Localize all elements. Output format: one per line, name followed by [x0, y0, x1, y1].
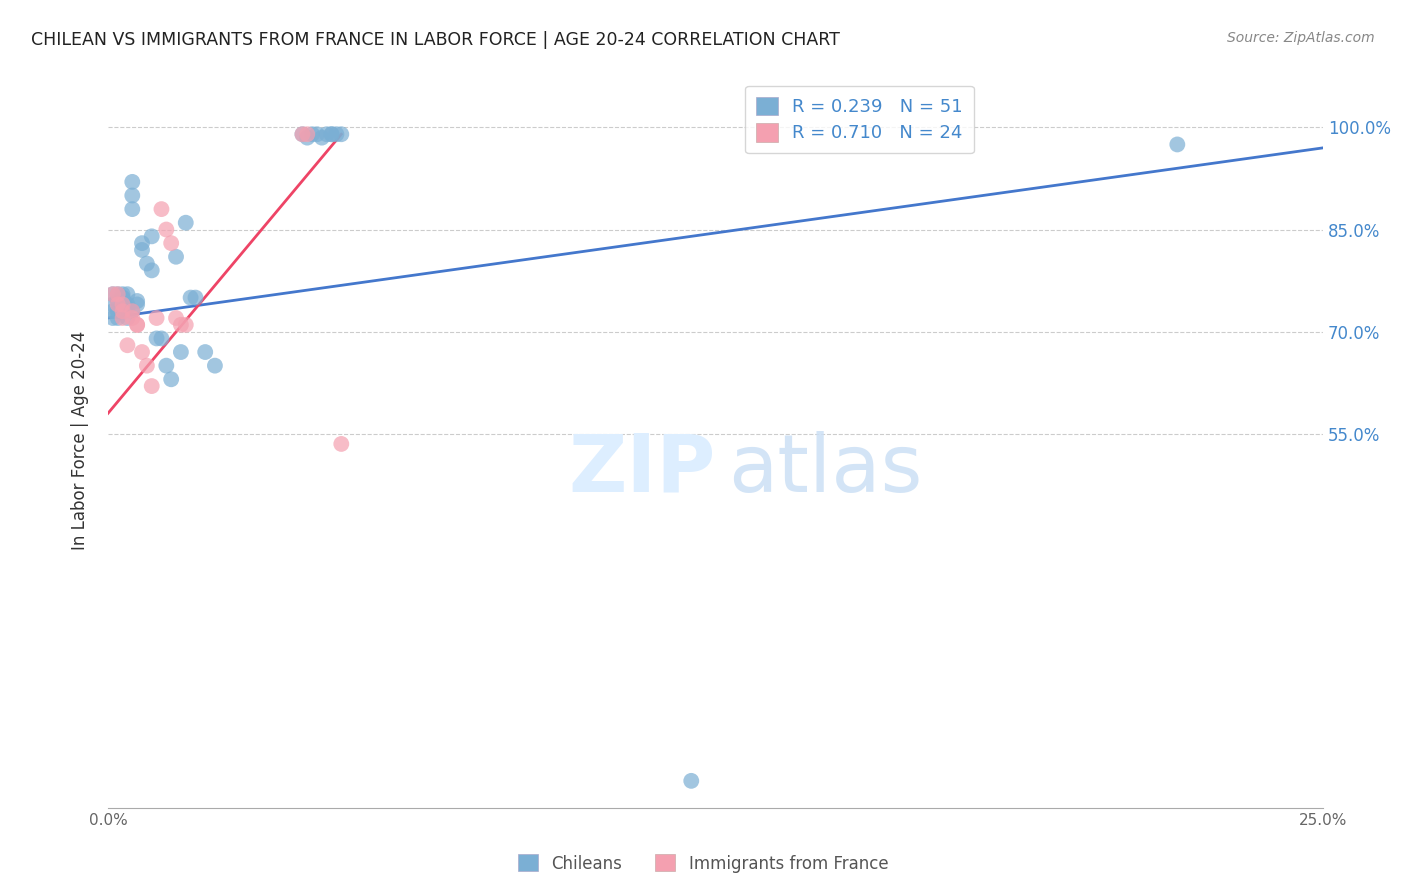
- Point: [150, 331, 173, 345]
- Point: [315, 127, 337, 141]
- Point: [107, 293, 129, 308]
- Point: [107, 304, 129, 318]
- Point: [160, 372, 183, 386]
- Point: [135, 256, 157, 270]
- Point: [155, 222, 177, 236]
- Point: [297, 127, 319, 141]
- Point: [174, 216, 197, 230]
- Point: [111, 297, 134, 311]
- Point: [117, 311, 139, 326]
- Point: [101, 287, 124, 301]
- Point: [184, 291, 207, 305]
- Point: [330, 437, 353, 451]
- Point: [141, 263, 163, 277]
- Point: [121, 175, 143, 189]
- Point: [325, 127, 347, 141]
- Point: [107, 311, 129, 326]
- Point: [145, 311, 167, 326]
- Point: [117, 301, 139, 315]
- Point: [121, 304, 143, 318]
- Point: [155, 359, 177, 373]
- Point: [121, 188, 143, 202]
- Point: [1166, 137, 1188, 152]
- Point: [107, 287, 129, 301]
- Point: [330, 127, 353, 141]
- Point: [150, 202, 173, 216]
- Point: [111, 291, 134, 305]
- Point: [117, 287, 139, 301]
- Point: [681, 773, 703, 788]
- Text: CHILEAN VS IMMIGRANTS FROM FRANCE IN LABOR FORCE | AGE 20-24 CORRELATION CHART: CHILEAN VS IMMIGRANTS FROM FRANCE IN LAB…: [31, 31, 839, 49]
- Point: [121, 304, 143, 318]
- Point: [141, 379, 163, 393]
- Point: [101, 304, 124, 318]
- Point: [111, 297, 134, 311]
- Point: [170, 345, 193, 359]
- Point: [291, 127, 314, 141]
- Point: [135, 359, 157, 373]
- Point: [291, 127, 314, 141]
- Point: [174, 318, 197, 332]
- Point: [180, 291, 202, 305]
- Point: [301, 127, 323, 141]
- Text: Source: ZipAtlas.com: Source: ZipAtlas.com: [1227, 31, 1375, 45]
- Point: [305, 127, 328, 141]
- Point: [170, 318, 193, 332]
- Point: [121, 202, 143, 216]
- Point: [107, 287, 129, 301]
- Point: [101, 311, 124, 326]
- Point: [131, 243, 153, 257]
- Point: [127, 293, 149, 308]
- Point: [194, 345, 217, 359]
- Point: [321, 127, 343, 141]
- Point: [121, 311, 143, 326]
- Text: ZIP: ZIP: [568, 431, 716, 509]
- Point: [111, 287, 134, 301]
- Point: [131, 345, 153, 359]
- Point: [127, 318, 149, 332]
- Point: [145, 331, 167, 345]
- Legend: R = 0.239   N = 51, R = 0.710   N = 24: R = 0.239 N = 51, R = 0.710 N = 24: [745, 86, 974, 153]
- Y-axis label: In Labor Force | Age 20-24: In Labor Force | Age 20-24: [72, 331, 89, 550]
- Point: [160, 236, 183, 251]
- Point: [165, 311, 187, 326]
- Point: [111, 304, 134, 318]
- Point: [131, 236, 153, 251]
- Point: [141, 229, 163, 244]
- Point: [297, 130, 319, 145]
- Point: [111, 291, 134, 305]
- Text: atlas: atlas: [728, 431, 922, 509]
- Point: [204, 359, 226, 373]
- Point: [101, 287, 124, 301]
- Point: [111, 311, 134, 326]
- Point: [111, 304, 134, 318]
- Point: [117, 297, 139, 311]
- Point: [127, 297, 149, 311]
- Point: [165, 250, 187, 264]
- Point: [321, 127, 343, 141]
- Point: [311, 130, 333, 145]
- Point: [107, 297, 129, 311]
- Point: [101, 297, 124, 311]
- Point: [117, 338, 139, 352]
- Legend: Chileans, Immigrants from France: Chileans, Immigrants from France: [512, 847, 894, 880]
- Point: [127, 318, 149, 332]
